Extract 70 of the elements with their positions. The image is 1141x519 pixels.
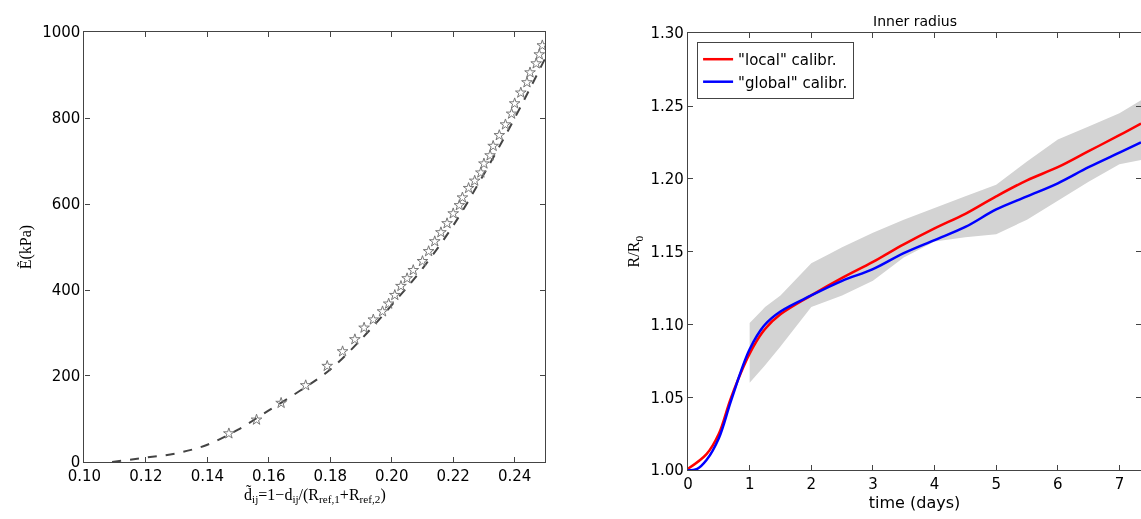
point (422, 245, 435, 257)
point (453, 199, 466, 211)
y-tick-label: 1.20 (650, 170, 684, 189)
point (508, 97, 521, 109)
point (299, 379, 312, 391)
point (382, 297, 395, 309)
point (395, 280, 407, 292)
text: d̃$_{ij}$=1−d$_{ij}$/(R$_{ref,1}$+R$_{ref,2}$) (244, 485, 386, 506)
x-axis-title: time (days) (868, 493, 961, 513)
point (223, 427, 235, 439)
legend-label: "global" calibr. (738, 73, 848, 92)
x-tick-label: 1 (744, 475, 755, 494)
point (521, 76, 533, 88)
point (478, 157, 490, 169)
x-tick-label: 5 (991, 475, 1001, 494)
point (376, 305, 389, 317)
y-tick-label: 1.05 (650, 388, 684, 407)
y-tick-label: 800 (51, 109, 81, 128)
point (533, 48, 546, 60)
point (462, 182, 475, 194)
y-tick-label: 600 (51, 195, 81, 214)
point (456, 191, 469, 203)
point (447, 207, 460, 219)
x-tick-label: 0.12 (129, 467, 163, 486)
point (388, 289, 401, 301)
point (321, 359, 334, 372)
point (407, 264, 420, 276)
point (475, 166, 487, 178)
x-tick-label: 3 (868, 475, 878, 494)
x-tick-label: 4 (929, 475, 940, 494)
point (441, 217, 453, 229)
point (487, 139, 499, 152)
point (349, 333, 361, 345)
point (336, 345, 349, 357)
point (435, 226, 447, 238)
point (493, 129, 506, 141)
point (275, 396, 287, 409)
point (514, 86, 527, 98)
y-axis-title: Ẽ(kPa) (17, 224, 36, 270)
point (484, 149, 496, 161)
y-tick-label: 1000 (42, 23, 81, 42)
point (401, 272, 413, 284)
point (358, 321, 370, 333)
point (530, 57, 542, 69)
chart-title: Inner radius (873, 13, 957, 29)
x-tick-label: 7 (1114, 475, 1125, 494)
y-tick-label: 1.00 (650, 461, 684, 480)
y-tick-label: 1.30 (650, 24, 684, 43)
point (416, 255, 429, 267)
y-tick-label: 200 (51, 367, 81, 386)
y-tick-label: 1.15 (650, 242, 684, 261)
x-tick-label: 6 (1053, 475, 1063, 494)
legend-label: "local" calibr. (738, 51, 837, 70)
y-tick-label: 400 (51, 281, 81, 300)
point (505, 107, 518, 119)
x-tick-label: 0.14 (190, 467, 225, 486)
x-tick-label: 0.16 (252, 467, 286, 486)
y-tick-label: 1.10 (650, 315, 684, 334)
point (367, 313, 380, 325)
x-tick-label: 0.22 (436, 467, 470, 486)
x-tick-label: 2 (806, 475, 817, 494)
x-tick-label: 0.18 (313, 467, 347, 486)
x-tick-label: 0.20 (375, 467, 409, 486)
point (499, 118, 512, 130)
y-tick-label: 1.25 (650, 97, 684, 116)
point (250, 413, 263, 425)
point (524, 66, 536, 78)
point (428, 235, 441, 247)
point (468, 174, 481, 186)
x-tick-label: 0.24 (497, 467, 532, 486)
